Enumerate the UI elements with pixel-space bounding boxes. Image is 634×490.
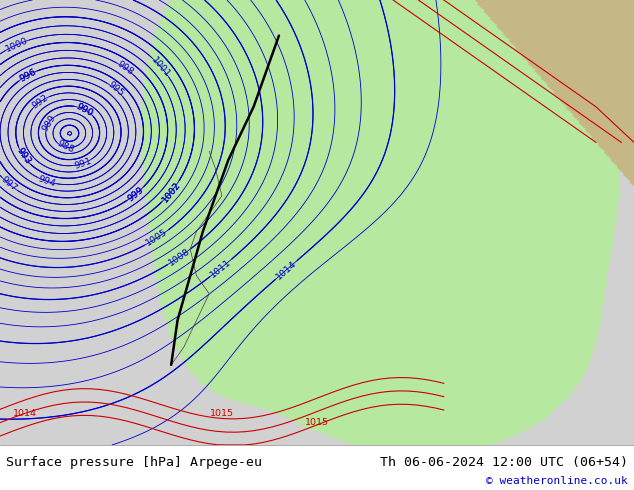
Text: 1014: 1014 <box>13 409 37 418</box>
Text: 992: 992 <box>30 93 50 111</box>
Text: Th 06-06-2024 12:00 UTC (06+54): Th 06-06-2024 12:00 UTC (06+54) <box>380 457 628 469</box>
Text: 996: 996 <box>18 67 37 84</box>
Text: 998: 998 <box>115 59 135 77</box>
Text: 996: 996 <box>18 67 37 84</box>
Text: 990: 990 <box>75 101 95 118</box>
Text: 993: 993 <box>15 147 32 167</box>
Text: 999: 999 <box>126 185 146 203</box>
Text: 993: 993 <box>15 147 32 167</box>
Text: 1001: 1001 <box>150 55 172 79</box>
Text: 994: 994 <box>37 174 56 188</box>
Text: 1000: 1000 <box>4 36 30 53</box>
Text: 995: 995 <box>106 80 126 98</box>
Text: 1014: 1014 <box>275 259 298 281</box>
Text: 990: 990 <box>75 101 95 118</box>
Text: 997: 997 <box>0 175 19 194</box>
Text: 989: 989 <box>40 113 57 133</box>
Text: Surface pressure [hPa] Arpege-eu: Surface pressure [hPa] Arpege-eu <box>6 457 262 469</box>
Text: 1002: 1002 <box>160 180 182 204</box>
Text: 1011: 1011 <box>209 257 233 279</box>
Text: 999: 999 <box>126 185 146 203</box>
Text: 988: 988 <box>56 139 76 155</box>
Text: 1015: 1015 <box>210 409 234 418</box>
Text: 1002: 1002 <box>160 180 182 204</box>
Text: 1015: 1015 <box>305 418 329 427</box>
Text: 991: 991 <box>73 156 93 171</box>
Text: © weatheronline.co.uk: © weatheronline.co.uk <box>486 476 628 487</box>
Text: 1008: 1008 <box>167 246 192 268</box>
Text: 1005: 1005 <box>145 227 169 248</box>
